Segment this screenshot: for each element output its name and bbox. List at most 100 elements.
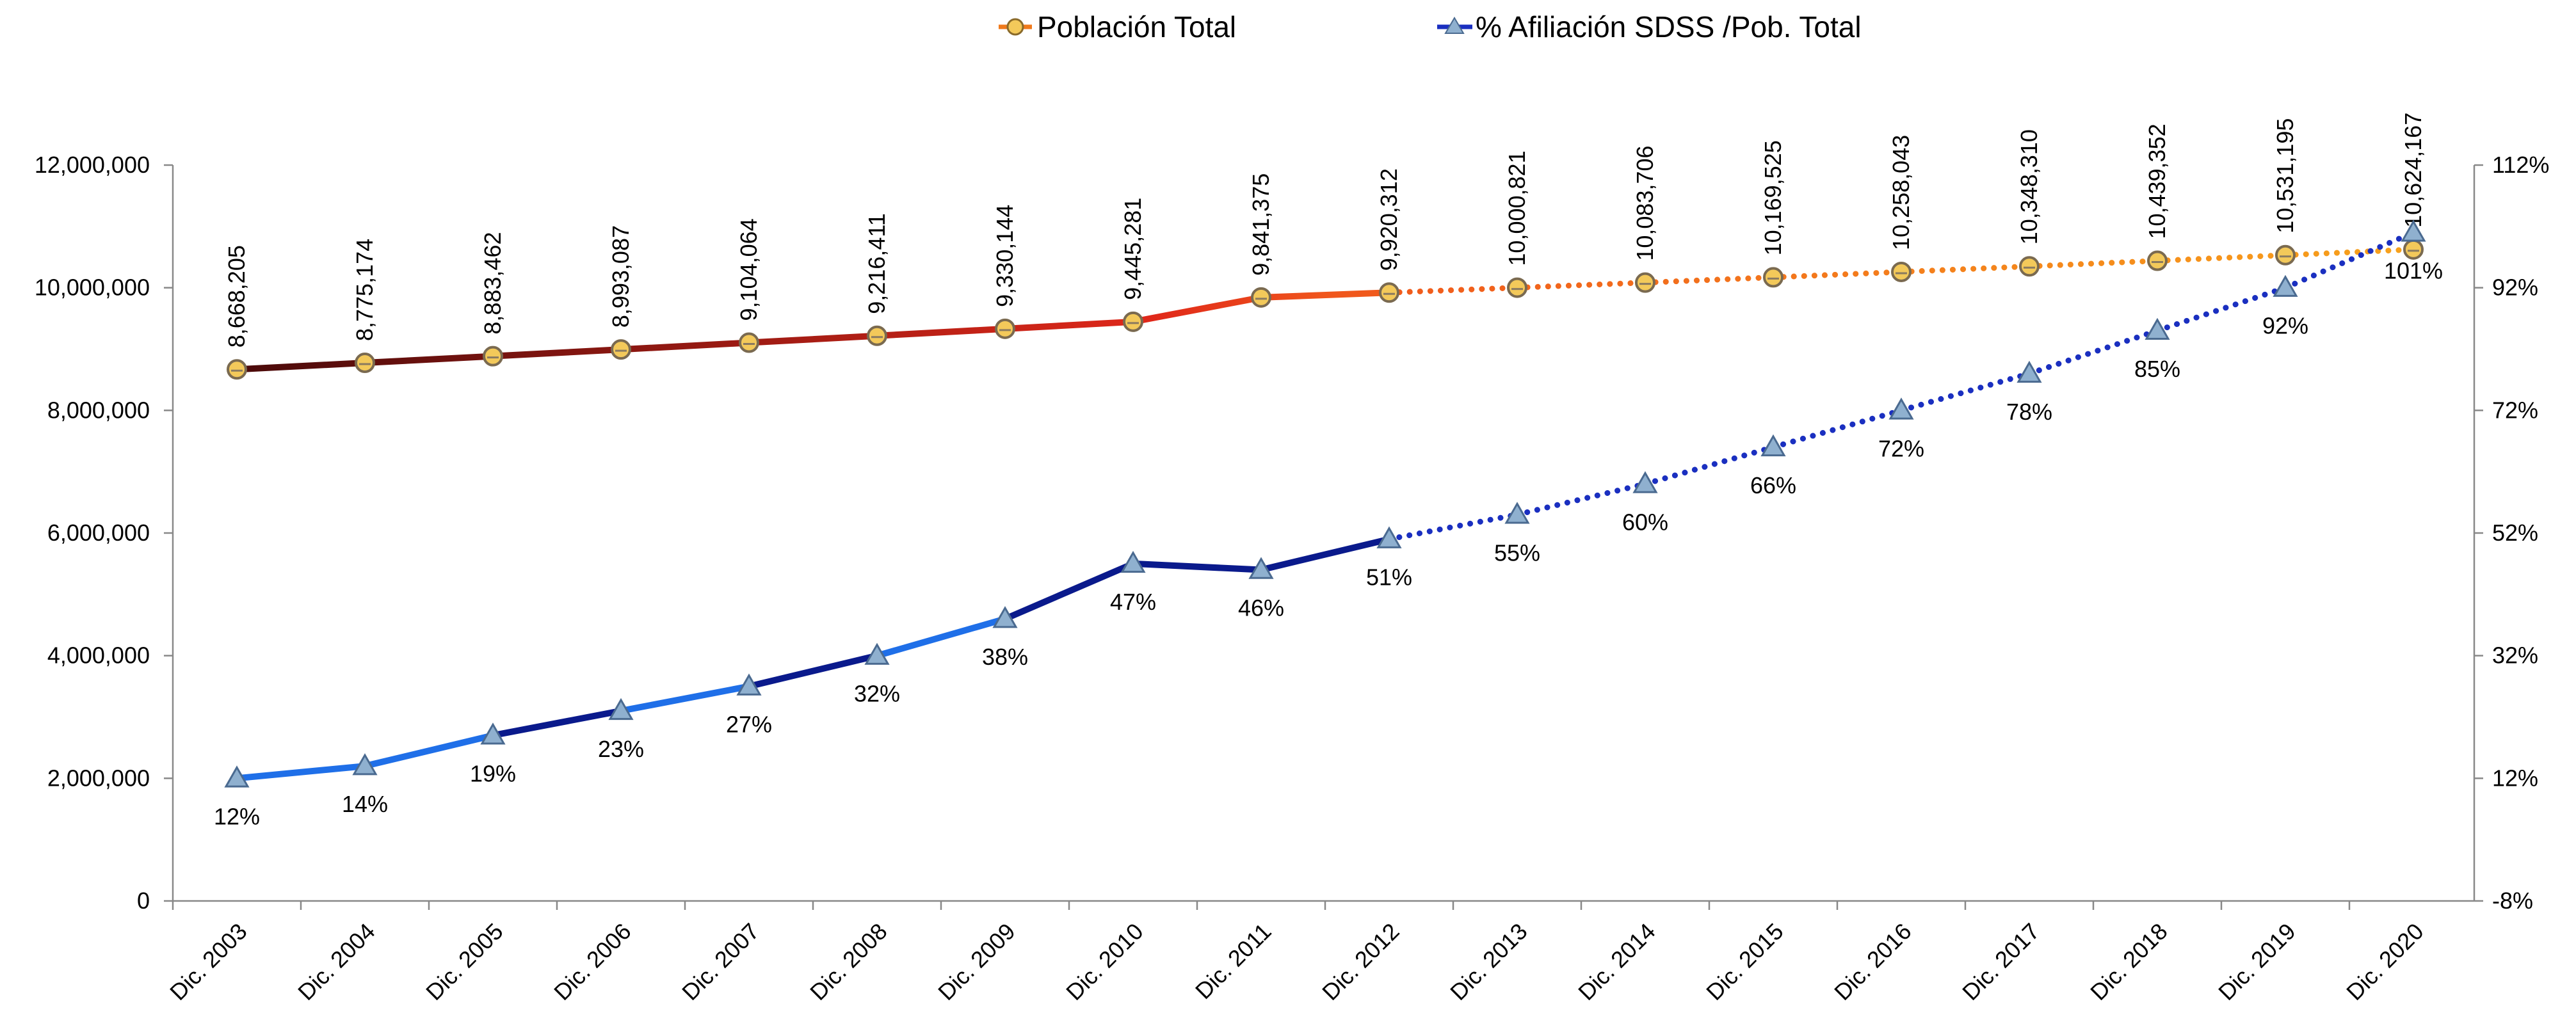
poblacion-point-marker xyxy=(355,353,375,374)
afiliacion-line-segment xyxy=(490,707,624,739)
poblacion-projected-segment xyxy=(1514,280,1648,291)
left-y-tick-label: 4,000,000 xyxy=(47,642,150,669)
poblacion-projected-segment xyxy=(2026,258,2161,269)
afiliacion-line-segment xyxy=(234,763,368,782)
left-y-tick-label: 8,000,000 xyxy=(47,397,150,423)
legend-poblacion-marker-icon xyxy=(1006,18,1024,36)
left-y-tick-label: 6,000,000 xyxy=(47,520,150,546)
poblacion-data-label: 10,083,706 xyxy=(1632,145,1658,260)
afiliacion-point-marker xyxy=(2401,219,2426,242)
x-tick-label: Dic. 2003 xyxy=(165,918,252,1006)
afiliacion-data-label: 19% xyxy=(470,760,516,786)
poblacion-line-segment xyxy=(234,360,368,373)
afiliacion-point-marker xyxy=(480,722,506,745)
afiliacion-line-segment xyxy=(1258,536,1392,573)
x-tick-label: Dic. 2010 xyxy=(1061,918,1148,1006)
poblacion-point-marker xyxy=(867,325,887,346)
poblacion-data-label: 10,439,352 xyxy=(2144,123,2170,239)
poblacion-data-label: 10,531,195 xyxy=(2272,118,2298,234)
poblacion-point-marker xyxy=(739,332,759,353)
poblacion-point-marker xyxy=(483,346,503,367)
right-y-tick-label: 12% xyxy=(2492,765,2538,791)
afiliacion-data-label: 72% xyxy=(1878,435,1924,461)
poblacion-line-segment xyxy=(1002,318,1136,332)
legend-poblacion-label: Población Total xyxy=(1037,10,1236,44)
afiliacion-point-marker xyxy=(352,753,378,776)
right-y-tick-label: -8% xyxy=(2492,888,2533,914)
poblacion-data-label: 9,330,144 xyxy=(992,205,1018,307)
afiliacion-point-marker xyxy=(1760,434,1786,457)
afiliacion-projected-segment xyxy=(1642,444,1776,487)
poblacion-point-marker xyxy=(1251,287,1271,308)
afiliacion-data-label: 55% xyxy=(1494,539,1540,566)
poblacion-data-label: 9,216,411 xyxy=(864,213,890,314)
left-y-tick-label: 12,000,000 xyxy=(35,152,150,178)
afiliacion-projected-segment xyxy=(1898,370,2033,413)
afiliacion-line-segment xyxy=(362,732,496,770)
afiliacion-data-label: 60% xyxy=(1622,509,1668,535)
poblacion-line-segment xyxy=(746,332,880,346)
afiliacion-point-marker xyxy=(1376,526,1402,548)
poblacion-data-label: 10,624,167 xyxy=(2400,113,2426,228)
afiliacion-point-marker xyxy=(1632,471,1658,493)
poblacion-projected-segment xyxy=(1898,263,2033,275)
afiliacion-data-label: 46% xyxy=(1238,595,1284,621)
right-y-tick-label: 112% xyxy=(2492,152,2549,178)
x-tick-label: Dic. 2007 xyxy=(677,918,764,1006)
poblacion-data-label: 10,000,821 xyxy=(1504,150,1530,266)
afiliacion-projected-segment xyxy=(2282,229,2417,291)
poblacion-point-marker xyxy=(227,359,247,380)
poblacion-data-label: 8,775,174 xyxy=(351,239,378,341)
x-tick-label: Dic. 2019 xyxy=(2213,918,2301,1006)
x-tick-label: Dic. 2005 xyxy=(421,918,508,1006)
afiliacion-point-marker xyxy=(1120,550,1146,573)
poblacion-point-marker xyxy=(1379,282,1399,303)
afiliacion-point-marker xyxy=(2273,275,2298,297)
afiliacion-line-segment xyxy=(618,683,752,714)
poblacion-data-label: 9,104,064 xyxy=(736,218,762,321)
poblacion-projected-segment xyxy=(2154,252,2289,264)
right-y-tick-label: 52% xyxy=(2492,520,2538,546)
afiliacion-data-label: 38% xyxy=(982,644,1028,670)
afiliacion-data-label: 32% xyxy=(854,681,900,707)
poblacion-point-marker xyxy=(611,339,631,360)
poblacion-point-marker xyxy=(995,318,1015,339)
poblacion-data-label: 8,668,205 xyxy=(223,245,250,347)
poblacion-line-segment xyxy=(618,339,752,353)
poblacion-line-segment xyxy=(490,346,624,360)
right-y-tick-label: 72% xyxy=(2492,397,2538,423)
poblacion-line-segment xyxy=(874,325,1008,339)
afiliacion-point-marker xyxy=(864,642,890,665)
poblacion-data-label: 9,920,312 xyxy=(1376,168,1402,271)
x-tick-label: Dic. 2004 xyxy=(293,918,380,1006)
left-y-tick-label: 2,000,000 xyxy=(47,765,150,791)
poblacion-point-marker xyxy=(1635,272,1655,293)
poblacion-point-marker xyxy=(2403,239,2424,260)
afiliacion-point-marker xyxy=(736,673,762,696)
afiliacion-line-segment xyxy=(746,652,880,690)
poblacion-projected-segment xyxy=(2282,246,2417,259)
poblacion-projected-segment xyxy=(1770,269,1904,280)
right-y-tick-label: 32% xyxy=(2492,642,2538,669)
poblacion-point-marker xyxy=(1763,267,1783,288)
poblacion-point-marker xyxy=(1507,277,1527,298)
afiliacion-projected-segment xyxy=(2026,328,2161,377)
afiliacion-data-label: 51% xyxy=(1366,564,1412,591)
afiliacion-data-label: 12% xyxy=(214,803,260,829)
poblacion-data-label: 10,348,310 xyxy=(2016,129,2042,244)
x-tick-label: Dic. 2014 xyxy=(1573,918,1661,1006)
poblacion-point-marker xyxy=(1123,311,1143,332)
legend: Población Total % Afiliación SDSS /Pob. … xyxy=(999,10,1862,44)
poblacion-line-segment xyxy=(1130,294,1264,325)
poblacion-data-label: 10,169,525 xyxy=(1760,140,1786,255)
poblacion-data-label: 9,445,281 xyxy=(1120,198,1146,300)
left-y-axis-ticks: 0 2,000,000 4,000,000 6,000,000 8,000,000 10,… xyxy=(35,152,173,914)
afiliacion-data-label: 14% xyxy=(342,791,388,817)
x-tick-label: Dic. 2013 xyxy=(1445,918,1533,1006)
poblacion-point-marker xyxy=(2019,256,2040,277)
afiliacion-projected-segment xyxy=(2154,285,2289,334)
x-tick-label: Dic. 2015 xyxy=(1701,918,1789,1006)
x-tick-label: Dic. 2020 xyxy=(2341,918,2429,1006)
afiliacion-point-marker xyxy=(608,697,634,720)
